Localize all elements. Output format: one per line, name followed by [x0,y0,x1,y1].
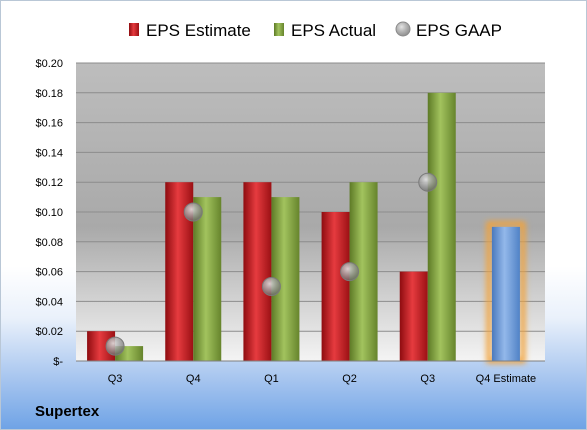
y-tick-label: $- [53,356,63,368]
legend-label-eps-estimate: EPS Estimate [146,21,251,40]
y-tick-label: $0.08 [35,237,63,249]
gaap-markers [105,172,438,356]
x-tick-label: Q3 [420,373,435,385]
legend-marker-eps-gaap [395,21,411,37]
bar-eps-actual [193,197,222,361]
company-name: Supertex [35,403,100,420]
y-tick-label: $0.20 [35,58,63,70]
marker-eps-gaap [261,277,281,296]
y-tick-label: $0.16 [35,118,63,130]
legend-swatch-eps-estimate [129,23,139,36]
y-tick-label: $0.02 [35,326,63,338]
x-axis-tick-labels: Q3 Q4 Q1 Q2 Q3 Q4 Estimate [108,373,536,385]
legend-label-eps-gaap: EPS GAAP [416,21,502,40]
legend: EPS Estimate EPS Actual EPS GAAP [129,21,502,40]
bar-eps-estimate [321,212,350,361]
bar-eps-actual [427,92,456,362]
y-tick-label: $0.04 [35,296,63,308]
marker-eps-gaap [105,336,125,356]
x-tick-label: Q1 [264,373,279,385]
x-tick-label: Q4 [186,373,201,385]
y-tick-label: $0.10 [35,207,63,219]
bar-q4-estimate [491,226,520,361]
marker-eps-gaap [183,202,203,222]
gridlines [76,62,545,332]
y-tick-label: $0.18 [35,88,63,100]
x-tick-label: Q4 Estimate [476,373,537,385]
bar-eps-estimate [243,182,272,361]
y-tick-label: $0.14 [35,147,63,159]
x-tick-label: Q3 [108,373,123,385]
legend-label-eps-actual: EPS Actual [291,21,376,40]
x-tick-label: Q2 [342,373,357,385]
marker-eps-gaap [418,172,438,192]
bars [87,92,526,364]
legend-swatch-eps-actual [274,23,284,36]
y-axis-tick-labels: $- $0.02 $0.04 $0.06 $0.08 $0.10 $0.12 $0.14 $0.… [35,58,63,368]
bar-eps-estimate [399,271,428,361]
marker-eps-gaap [340,262,360,282]
y-tick-label: $0.12 [35,177,63,189]
y-tick-label: $0.06 [35,267,63,279]
